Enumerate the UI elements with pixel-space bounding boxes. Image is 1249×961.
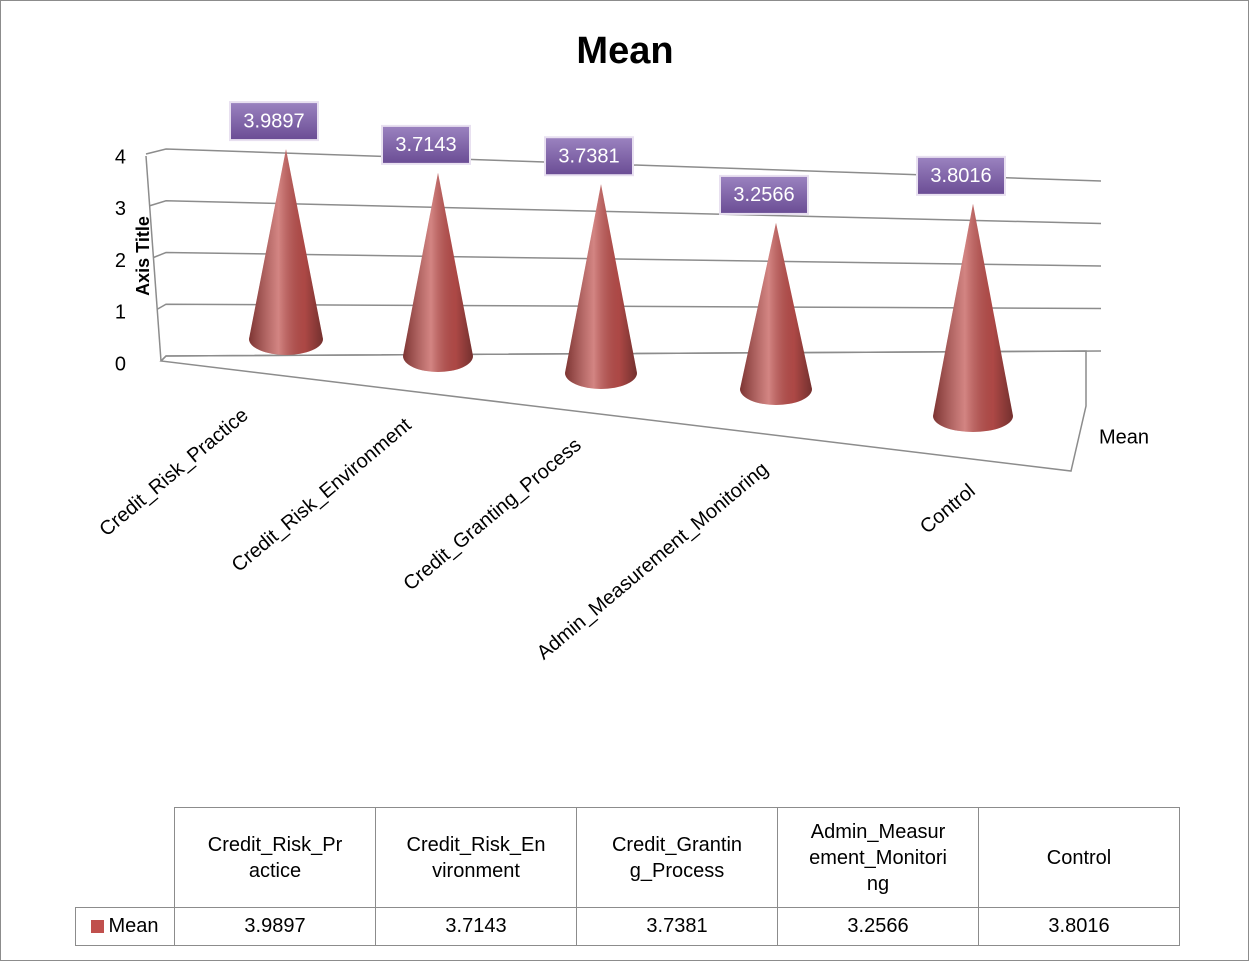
table-header-text: Credit_Risk_Environment — [406, 833, 546, 882]
table-header-cell: Credit_Risk_Practice — [174, 807, 376, 908]
data-label-box — [229, 101, 319, 142]
grid-line — [145, 148, 1102, 182]
data-label-box — [719, 174, 809, 215]
x-tick-label: Admin_Measurement_Monitoring — [533, 458, 773, 664]
grid-line — [149, 199, 1102, 225]
data-label: 3.7143 — [395, 134, 456, 156]
data-label: 3.9897 — [243, 110, 304, 132]
legend-label: Mean — [108, 915, 159, 937]
cone-shade — [249, 149, 323, 355]
depth-axis-label: Mean — [1099, 426, 1149, 448]
y-tick-label: 0 — [115, 353, 126, 375]
cone-shade — [565, 184, 637, 389]
y-tick-label: 1 — [115, 302, 126, 324]
cone-shade — [933, 203, 1013, 432]
table-header-cell: Credit_Risk_Environment — [375, 807, 577, 908]
x-tick-label: Credit_Risk_Environment — [228, 414, 416, 577]
left-wall-edge — [145, 155, 162, 362]
y-tick-label: 3 — [115, 198, 126, 220]
grid-line — [153, 251, 1102, 267]
table-value: 3.9897 — [174, 907, 376, 946]
y-axis-title: Axis Title — [133, 216, 153, 296]
data-label-box — [381, 124, 471, 165]
x-tick-label: Control — [916, 480, 980, 538]
data-label-box — [916, 155, 1006, 196]
data-label-box — [544, 136, 634, 177]
x-tick-label: Credit_Granting_Process — [399, 434, 585, 595]
table-header-text: Credit_Risk_Practice — [207, 833, 343, 882]
table-header-text: Control — [1046, 846, 1112, 869]
table-value: 3.7143 — [375, 907, 577, 946]
table-header-text: Credit_Granting_Process — [611, 833, 743, 882]
legend-key — [91, 920, 105, 933]
data-table: Credit_Risk_Practice Credit_Risk_Environm… — [75, 807, 1180, 946]
table-header-cell: Credit_Granting_Process — [576, 807, 778, 908]
cone-shade — [740, 222, 812, 405]
table-legend: Mean — [75, 907, 175, 946]
table-header-cell: Admin_Measurement_Monitoring — [777, 807, 979, 908]
table-value: 3.8016 — [978, 907, 1180, 946]
data-label: 3.7381 — [558, 146, 619, 168]
y-tick-label: 2 — [115, 250, 126, 272]
table-value: 3.7381 — [576, 907, 778, 946]
table-header-text: Admin_Measurement_Monitoring — [809, 820, 947, 895]
y-tick-label: 4 — [115, 146, 126, 168]
table-header-cell: Control — [978, 807, 1180, 908]
chart-title: Mean — [576, 30, 673, 72]
data-label: 3.2566 — [733, 184, 794, 206]
x-tick-label: Credit_Risk_Practice — [95, 404, 252, 541]
table-corner — [75, 807, 175, 908]
data-label: 3.8016 — [930, 165, 991, 187]
table-value: 3.2566 — [777, 907, 979, 946]
cone-shade — [403, 172, 473, 372]
